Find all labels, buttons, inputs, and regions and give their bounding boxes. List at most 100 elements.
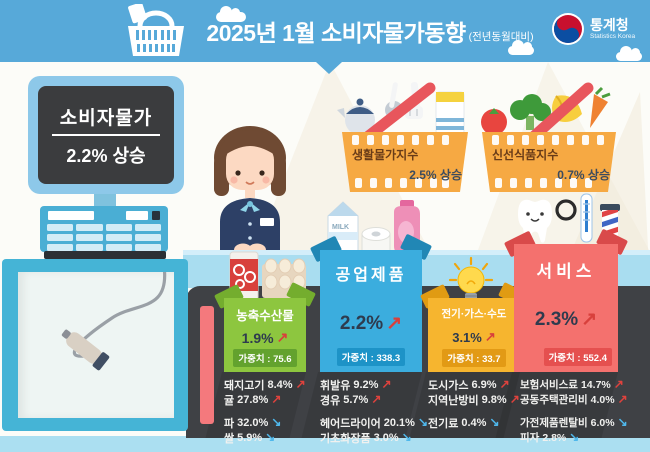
agency-name: 통계청	[590, 17, 629, 33]
up-arrow-icon	[386, 312, 402, 335]
item-label: 파	[224, 417, 235, 430]
item-label: 헤어드라이어	[320, 417, 381, 430]
item-value: 14.7%	[580, 378, 611, 391]
price-item: 전기료 0.4%	[428, 415, 520, 430]
category-name: 공업제품	[335, 267, 407, 284]
keypad-key	[105, 244, 132, 251]
item-label: 돼지고기	[224, 379, 265, 392]
cabinet-opening	[18, 265, 174, 418]
price-item: 경유 5.7%	[320, 392, 428, 407]
register-display-slot	[48, 211, 94, 220]
price-item: 피자 2.8%	[520, 430, 628, 445]
item-value: 6.0%	[590, 416, 615, 429]
keypad-key	[134, 224, 161, 231]
category-box-industrial: 공업제품 2.2% 가중치 : 338.3	[320, 250, 422, 372]
cpi-change-value: 2.2% 상승	[66, 145, 146, 166]
fresh-food-index-label: 신선식품지수	[492, 148, 559, 162]
item-label: 공동주택관리비	[520, 394, 588, 406]
up-arrow-icon	[296, 378, 306, 391]
down-arrow-icon	[489, 416, 499, 429]
produce-basket-icon	[481, 82, 616, 192]
weight-badge: 가중치 : 75.6	[233, 349, 297, 367]
title-text: 2025년 1월 소비자물가동향	[206, 20, 466, 46]
item-value: 5.9%	[237, 431, 263, 444]
kitchenware-basket-icon	[337, 81, 468, 192]
category-name: 서비스	[536, 262, 596, 281]
keypad-key	[105, 224, 132, 231]
up-arrow-icon	[614, 378, 624, 391]
keypad-keys	[47, 224, 161, 251]
category-change: 1.9%	[224, 329, 306, 346]
item-label: 도시가스	[428, 379, 469, 392]
keypad-key	[76, 224, 103, 231]
keypad-key	[76, 234, 103, 241]
pos-screen: 소비자물가 2.2% 상승	[38, 86, 174, 184]
price-item: 귤 27.8%	[224, 392, 306, 407]
light-bulb-icon	[448, 256, 494, 301]
item-value: 0.4%	[461, 416, 487, 429]
cashier-character	[194, 118, 306, 268]
item-value: 32.0%	[237, 416, 269, 429]
up-arrow-icon	[381, 378, 391, 391]
price-item: 보험서비스료 14.7%	[520, 377, 628, 392]
item-value: 4.0%	[590, 393, 615, 406]
keypad-key	[47, 224, 74, 231]
taegeuk-emblem-icon	[552, 13, 584, 45]
item-value: 6.9%	[471, 378, 497, 391]
up-arrow-icon	[271, 393, 281, 406]
item-value: 2.8%	[542, 431, 567, 444]
item-value: 20.1%	[383, 416, 415, 429]
price-item: 휘발유 9.2%	[320, 377, 428, 392]
item-label: 가전제품렌탈비	[520, 417, 588, 429]
down-arrow-icon	[265, 431, 275, 444]
header-bar	[0, 0, 650, 62]
cashier-illustration	[214, 126, 286, 268]
up-arrow-icon	[618, 393, 628, 406]
weight-badge: 가중치 : 338.3	[336, 348, 406, 366]
price-item: 헤어드라이어 20.1%	[320, 415, 428, 430]
weight-badge: 가중치 : 33.7	[442, 349, 506, 367]
price-item: 돼지고기 8.4%	[224, 377, 306, 392]
up-arrow-icon	[581, 308, 597, 331]
fresh-food-index-change: 0.7% 상승	[557, 168, 610, 182]
category-change: 2.3%	[514, 308, 618, 331]
living-price-index-label: 생활물가지수	[352, 148, 419, 162]
price-item: 공동주택관리비 4.0%	[520, 392, 628, 407]
category-change: 2.2%	[320, 312, 422, 335]
price-item: 가전제품렌탈비 6.0%	[520, 415, 628, 430]
keypad-key	[47, 234, 74, 241]
item-label: 보험서비스료	[520, 379, 578, 391]
item-label: 지역난방비	[428, 394, 479, 407]
keypad-key	[134, 234, 161, 241]
keypad-key	[76, 244, 103, 251]
keypad-key	[47, 244, 74, 251]
category-box-agriculture: 농축수산물 1.9% 가중치 : 75.6	[224, 298, 306, 372]
item-label: 기초화장품	[320, 432, 371, 445]
category-change-value: 2.3%	[534, 308, 579, 330]
item-label: 귤	[224, 394, 235, 407]
price-item: 기초화장품 3.0%	[320, 430, 428, 445]
price-item: 도시가스 6.9%	[428, 377, 520, 392]
category-box-utilities: 전기·가스·수도 3.1% 가중치 : 33.7	[428, 298, 520, 372]
up-arrow-icon	[371, 393, 381, 406]
category-name: 전기·가스·수도	[441, 308, 507, 320]
category-box-services: 서비스 2.3% 가중치 : 552.4	[514, 244, 618, 372]
register-switch	[152, 211, 160, 220]
agency-logo: 통계청 Statistics Korea	[552, 13, 635, 45]
up-arrow-icon	[485, 329, 496, 345]
rolled-mat-decor	[200, 306, 214, 424]
category-change-value: 3.1%	[452, 329, 482, 345]
item-value: 5.7%	[343, 393, 369, 406]
category-change-value: 1.9%	[241, 329, 274, 346]
category-name: 농축수산물	[236, 309, 294, 323]
item-value: 8.4%	[267, 378, 293, 391]
barcode-scanner-illustration	[61, 265, 167, 371]
up-arrow-icon	[510, 393, 520, 406]
cloud-decor	[508, 40, 534, 55]
down-arrow-icon	[402, 431, 412, 444]
register-keypad	[40, 206, 168, 252]
